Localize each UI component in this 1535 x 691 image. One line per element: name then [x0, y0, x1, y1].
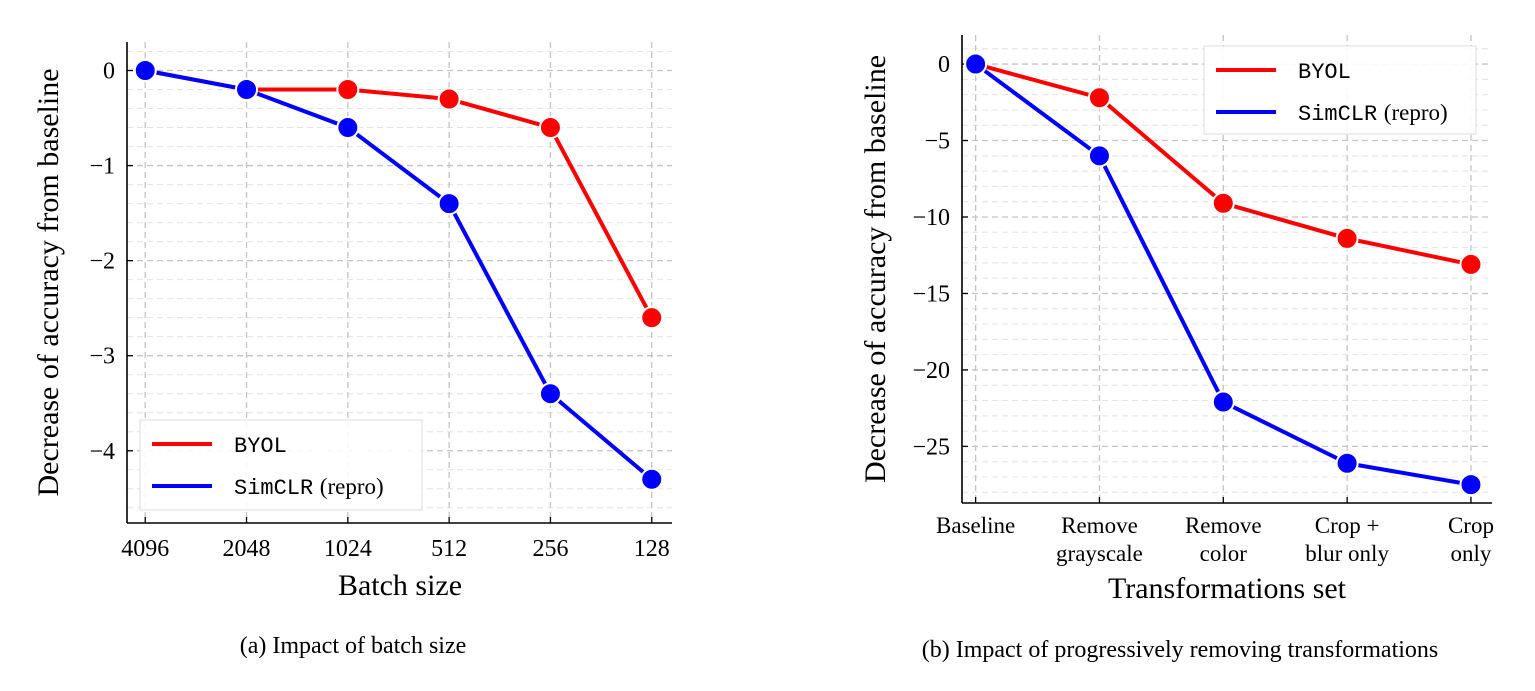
legend-label: BYOL	[1298, 60, 1351, 85]
x-tick-label: Baseline	[936, 513, 1015, 538]
x-tick-label: only	[1451, 541, 1492, 566]
y-tick-label: −25	[912, 434, 950, 460]
chart-a: 0 −1 −2 −3 −4 4096 2048 1024 512 256 128 Batch size…	[32, 42, 672, 659]
legend-label: BYOL	[234, 434, 287, 459]
y-axis-label: Decrease of accuracy from baseline	[32, 68, 65, 496]
x-tick-label: 4096	[121, 536, 169, 562]
x-tick-label: Remove	[1185, 513, 1262, 538]
data-point-simclr	[235, 78, 259, 102]
data-point-simclr	[1459, 473, 1483, 497]
legend-label: SimCLR	[1298, 102, 1377, 127]
data-point-simclr	[1211, 390, 1235, 414]
data-point-simclr	[1335, 451, 1359, 475]
series-line-byol	[144, 68, 654, 319]
data-point-byol	[538, 116, 562, 140]
series-line-simclr	[144, 68, 654, 481]
caption: (b) Impact of progressively removing tra…	[922, 637, 1439, 663]
y-tick-label: −5	[924, 129, 950, 155]
data-point-simclr	[133, 59, 157, 83]
x-tick-label: Remove	[1061, 513, 1138, 538]
data-point-byol	[640, 306, 664, 330]
y-tick-label: −1	[89, 154, 115, 180]
y-tick-label: −20	[912, 358, 950, 384]
chart-b: 0 −5 −10 −15 −20 −25 Baseline Remove grayscale Re…	[859, 35, 1494, 663]
legend-label: SimCLR	[234, 476, 313, 501]
x-tick-label: 2048	[223, 536, 271, 562]
legend-box	[139, 419, 423, 511]
y-tick-label: −3	[89, 344, 115, 370]
data-point-simclr	[437, 192, 461, 216]
legend: BYOL SimCLR (repro)	[1203, 45, 1477, 135]
x-tick-label: 128	[634, 536, 670, 562]
y-tick-label: 0	[103, 59, 115, 85]
data-point-byol	[336, 78, 360, 102]
data-point-simclr	[1087, 144, 1111, 168]
x-tick-label: 1024	[324, 536, 372, 562]
x-tick-label: Crop +	[1315, 513, 1380, 538]
data-point-simclr	[538, 382, 562, 406]
x-tick-label: 512	[431, 536, 467, 562]
data-point-byol	[1459, 252, 1483, 276]
legend: BYOL SimCLR (repro)	[139, 419, 423, 511]
legend-label-suffix: (repro)	[320, 474, 384, 499]
legend-box	[1203, 45, 1477, 135]
x-axis-label: Batch size	[338, 569, 462, 602]
x-tick-label: 256	[532, 536, 568, 562]
x-tick-label: Crop	[1448, 513, 1494, 538]
y-tick-label: 0	[938, 52, 950, 78]
caption: (a) Impact of batch size	[240, 633, 467, 659]
data-point-byol	[437, 87, 461, 111]
data-point-byol	[1087, 86, 1111, 110]
y-tick-label: −2	[89, 249, 115, 275]
x-axis-label: Transformations set	[1108, 572, 1347, 605]
x-tick-label: blur only	[1305, 541, 1389, 566]
y-tick-label: −4	[89, 439, 115, 465]
y-tick-label: −10	[912, 205, 950, 231]
x-tick-label: grayscale	[1056, 541, 1143, 566]
data-point-simclr	[964, 52, 988, 76]
data-point-byol	[1335, 226, 1359, 250]
data-point-simclr	[336, 116, 360, 140]
data-point-simclr	[640, 467, 664, 491]
x-tick-label: color	[1200, 541, 1248, 566]
y-tick-label: −15	[912, 281, 950, 307]
legend-label-suffix: (repro)	[1384, 100, 1448, 125]
data-point-byol	[1211, 191, 1235, 215]
y-axis-label: Decrease of accuracy from baseline	[859, 55, 892, 483]
